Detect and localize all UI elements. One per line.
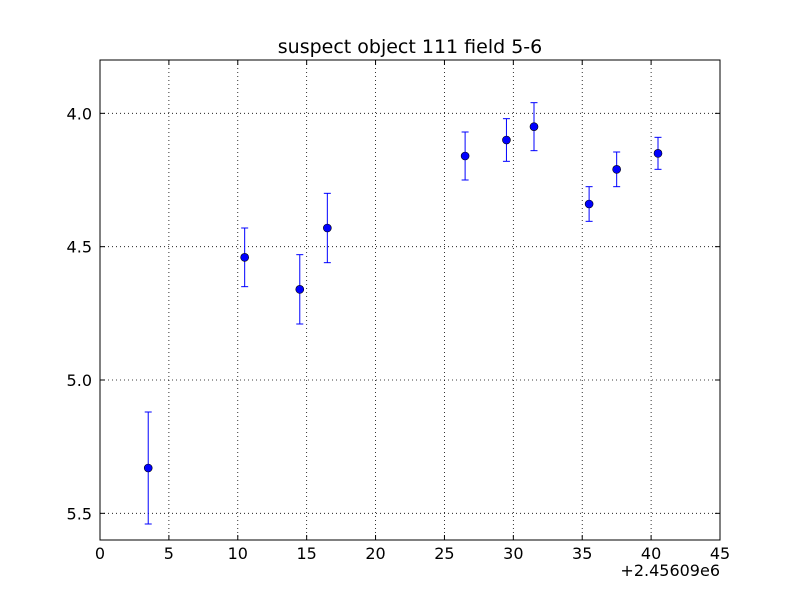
x-tick-label: 40 — [641, 544, 661, 563]
x-tick-label: 35 — [572, 544, 592, 563]
x-tick-label: 10 — [228, 544, 248, 563]
y-tick-label: 5.0 — [67, 371, 92, 390]
data-point — [240, 253, 249, 262]
data-point — [529, 122, 539, 131]
x-tick-label: 5 — [164, 544, 174, 563]
data-point — [143, 463, 153, 473]
x-tick-label: 25 — [434, 544, 454, 563]
y-tick-label: 4.0 — [67, 104, 92, 123]
x-tick-label: 15 — [296, 544, 316, 563]
data-point — [295, 285, 305, 294]
data-points — [143, 122, 663, 473]
x-tick-label: 20 — [365, 544, 385, 563]
data-point — [460, 151, 470, 161]
x-tick-labels: 0 5 10 15 20 25 30 35 40 45 — [95, 544, 730, 563]
error-bars — [144, 102, 662, 525]
y-tick-labels: 4.0 4.5 5.0 5.5 — [67, 104, 92, 523]
y-tick-label: 4.5 — [67, 238, 92, 257]
x-tick-label: 0 — [95, 544, 105, 563]
axis-ticks — [99, 60, 721, 540]
plot-area-frame — [99, 59, 721, 541]
x-tick-label: 30 — [503, 544, 523, 563]
data-point — [323, 223, 332, 233]
x-axis-offset-label: +2.45609e6 — [620, 561, 720, 580]
y-tick-label: 5.5 — [67, 504, 92, 523]
data-point — [653, 149, 663, 158]
data-point — [612, 165, 621, 174]
data-point — [502, 135, 511, 145]
x-tick-label: 45 — [710, 544, 730, 563]
chart-title: suspect object 111 field 5-6 — [278, 36, 543, 58]
data-point — [584, 199, 594, 209]
grid — [100, 60, 720, 540]
